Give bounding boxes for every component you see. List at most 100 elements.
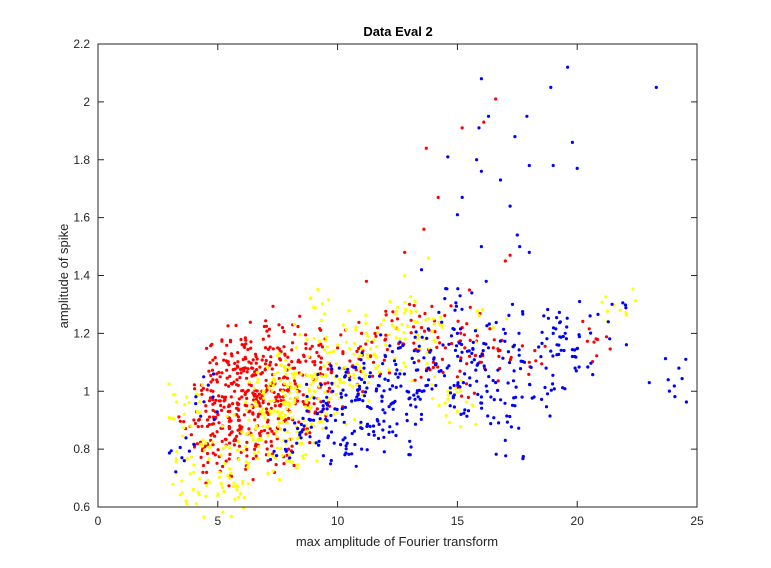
data-point-density <box>487 322 491 326</box>
data-point-density <box>265 425 269 429</box>
data-point-density <box>396 328 400 332</box>
data-point-density <box>226 474 230 478</box>
data-point-density <box>459 331 463 335</box>
data-point-density <box>311 374 315 378</box>
data-point-density <box>272 380 276 384</box>
data-point-density <box>224 459 228 463</box>
data-point-density <box>405 412 409 416</box>
data-point-density <box>344 444 348 448</box>
data-point-density <box>286 355 290 359</box>
data-point-density <box>334 392 338 396</box>
data-point-density <box>237 457 241 462</box>
data-point <box>666 378 670 382</box>
data-point-density <box>366 334 370 338</box>
data-point-density <box>382 419 386 423</box>
data-point-density <box>403 337 407 341</box>
data-point-density <box>387 368 391 372</box>
data-point-density <box>301 400 305 404</box>
data-point-density <box>219 481 223 486</box>
data-point-density <box>205 346 209 350</box>
data-point-density <box>442 374 447 378</box>
data-point-density <box>465 414 469 418</box>
data-point-density <box>443 401 447 405</box>
data-point-density <box>492 338 496 342</box>
data-point-density <box>183 403 187 407</box>
data-point-density <box>171 393 175 397</box>
data-point-density <box>313 389 317 393</box>
data-point-density <box>305 409 309 413</box>
data-point-density <box>414 330 418 334</box>
data-point-density <box>314 378 318 382</box>
data-point <box>189 433 193 437</box>
data-point-density <box>339 333 343 337</box>
data-point <box>223 352 227 356</box>
data-point-density <box>496 379 500 383</box>
data-point-density <box>241 481 245 485</box>
data-point-density <box>191 487 195 492</box>
data-point-density <box>297 358 301 362</box>
data-point-density <box>237 397 241 401</box>
data-point-density <box>199 442 203 446</box>
data-point-density <box>201 463 206 468</box>
data-point-density <box>357 384 362 388</box>
data-points <box>167 65 689 519</box>
data-point-density <box>304 453 308 457</box>
data-point <box>240 395 244 399</box>
data-point-density <box>521 312 525 316</box>
data-point-density <box>596 312 600 316</box>
data-point-density <box>258 365 262 369</box>
data-point-density <box>402 331 406 335</box>
data-point <box>491 326 495 330</box>
data-point-density <box>386 378 390 383</box>
data-point-density <box>437 403 441 407</box>
data-point-density <box>271 469 275 473</box>
data-point-density <box>480 401 484 405</box>
data-point-density <box>187 401 191 405</box>
data-point <box>185 395 189 399</box>
data-point-density <box>502 327 506 331</box>
data-point-density <box>443 297 447 301</box>
data-point-density <box>494 452 498 456</box>
data-point-density <box>394 385 398 389</box>
data-point-density <box>265 329 269 333</box>
data-point-density <box>384 313 388 317</box>
data-point-density <box>291 341 295 345</box>
data-point-density <box>251 438 255 442</box>
data-point-density <box>249 361 253 365</box>
data-point-density <box>199 414 203 418</box>
data-point <box>204 404 208 408</box>
data-point-density <box>217 475 221 479</box>
data-point-density <box>316 372 320 376</box>
data-point <box>395 317 400 321</box>
data-point-density <box>245 376 249 380</box>
data-point-density <box>402 361 406 365</box>
data-point-density <box>184 436 188 440</box>
data-point-density <box>362 380 367 385</box>
x-tick-label: 15 <box>451 514 465 528</box>
data-point-density <box>196 425 200 429</box>
data-point-density <box>271 304 275 308</box>
data-point-density <box>357 387 362 391</box>
data-point-density <box>321 399 325 403</box>
data-point-density <box>184 499 188 503</box>
data-point-density <box>320 374 324 378</box>
data-point-density <box>248 320 252 324</box>
data-point-density <box>415 320 419 324</box>
data-point-density <box>543 344 547 348</box>
data-point-density <box>290 348 294 352</box>
plot-background <box>98 44 697 507</box>
data-point-density <box>253 418 257 422</box>
data-point-density <box>416 349 420 353</box>
data-point-density <box>376 436 381 441</box>
data-point-density <box>647 381 651 385</box>
data-point-density <box>503 339 507 343</box>
data-point-density <box>370 340 374 344</box>
data-point-density <box>329 458 333 463</box>
data-point-density <box>229 431 233 435</box>
data-point-density <box>326 403 330 407</box>
data-point-density <box>177 415 181 419</box>
data-point-density <box>269 355 273 359</box>
data-point-density <box>383 377 387 381</box>
data-point-density <box>295 437 299 441</box>
